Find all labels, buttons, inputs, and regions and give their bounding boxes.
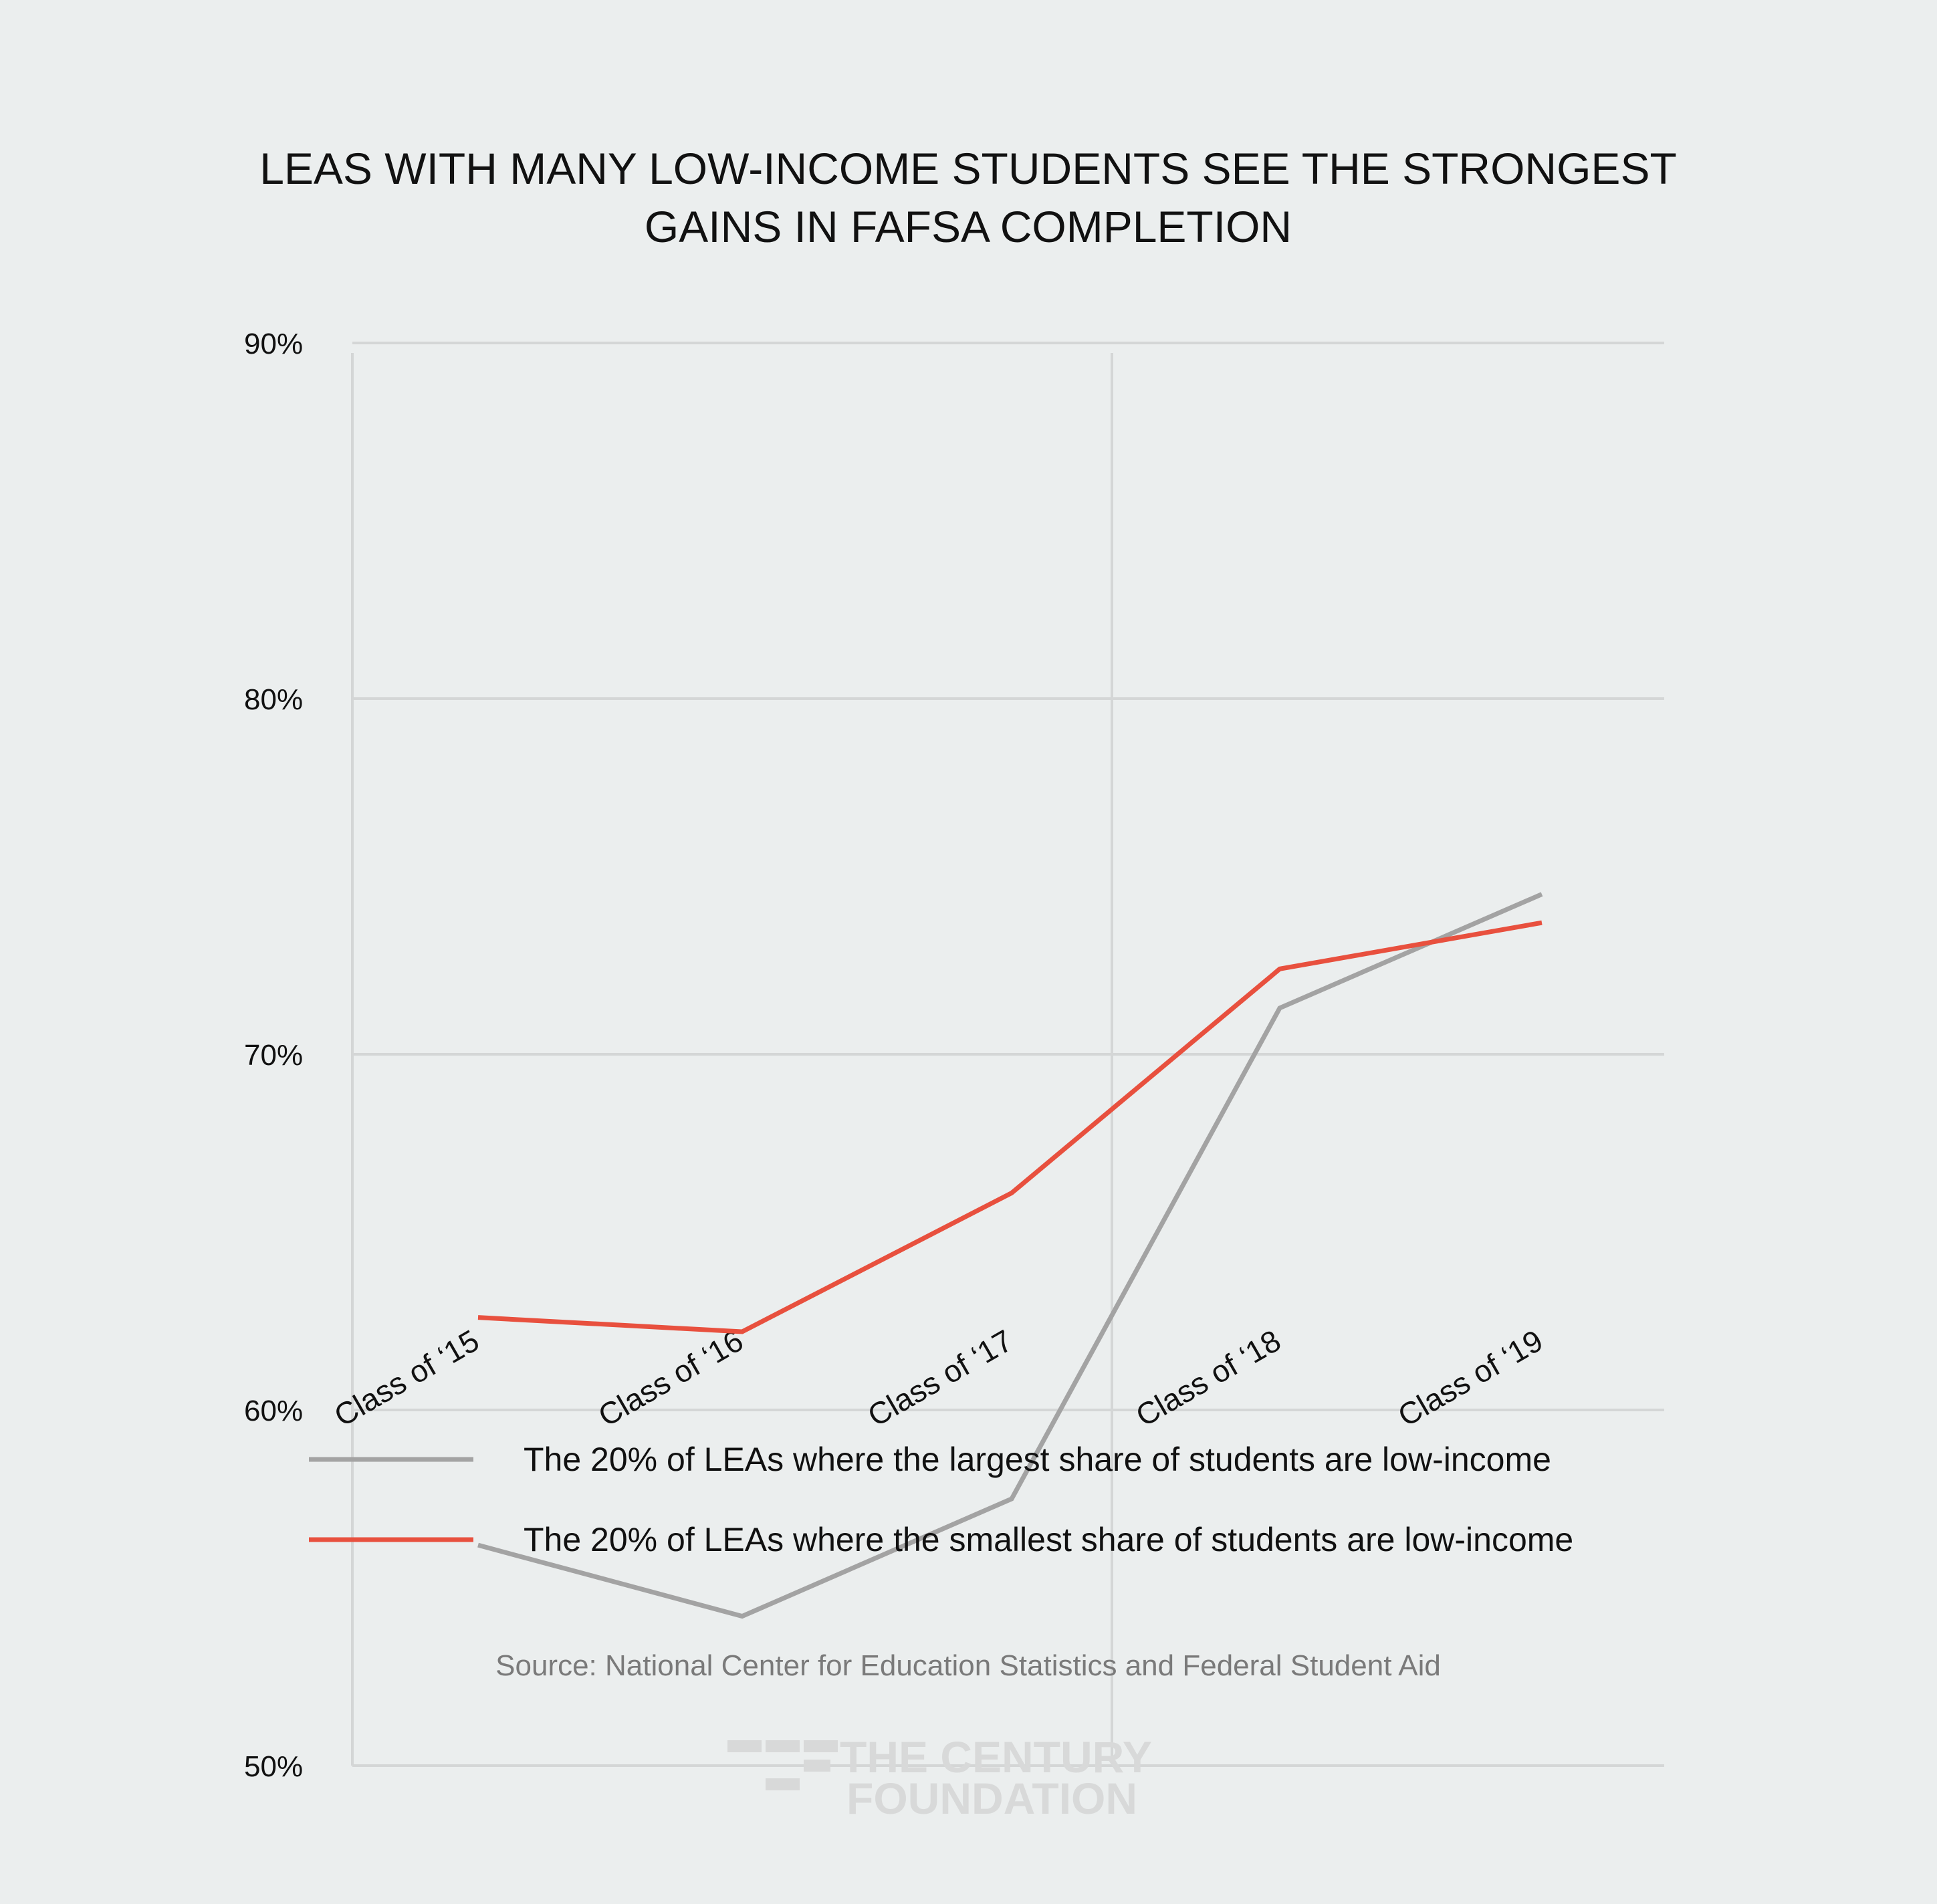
logo-bar (804, 1760, 830, 1772)
chart-title-line-2: GAINS IN FAFSA COMPLETION (645, 202, 1292, 251)
series-line-1 (477, 920, 1543, 1334)
legend-label-0: The 20% of LEAs where the largest share … (524, 1441, 1551, 1478)
x-tick-label: Class of ‘17 (862, 1323, 1018, 1433)
y-tick-label: 60% (244, 1395, 303, 1427)
century-foundation-logo: THE CENTURY FOUNDATION (727, 1732, 1152, 1823)
logo-bar (727, 1740, 762, 1752)
series-lines (477, 892, 1543, 1619)
y-tick-label: 80% (244, 683, 303, 716)
series-line-0 (477, 892, 1543, 1619)
legend: The 20% of LEAs where the largest share … (309, 1441, 1573, 1558)
source-note: Source: National Center for Education St… (495, 1649, 1441, 1682)
logo-bar (766, 1740, 800, 1752)
x-tick-label: Class of ‘16 (592, 1323, 749, 1433)
logo-line-2: FOUNDATION (846, 1774, 1137, 1823)
x-tick-label: Class of ‘19 (1392, 1323, 1549, 1433)
y-tick-label: 90% (244, 328, 303, 360)
y-tick-label: 50% (244, 1750, 303, 1783)
y-axis-ticks: 50% 60% 70% 80% 90% (244, 328, 303, 1783)
x-tick-label: Class of ‘18 (1130, 1323, 1286, 1433)
legend-label-1: The 20% of LEAs where the smallest share… (524, 1521, 1573, 1558)
gridlines (351, 342, 1664, 1767)
logo-line-1: THE CENTURY (840, 1732, 1152, 1782)
y-tick-label: 70% (244, 1039, 303, 1072)
logo-bar (804, 1740, 838, 1752)
logo-bar (766, 1778, 800, 1790)
x-axis-ticks: Class of ‘15 Class of ‘16 Class of ‘17 Clas… (328, 1323, 1549, 1433)
chart-title-line-1: LEAS WITH MANY LOW-INCOME STUDENTS SEE T… (259, 144, 1677, 193)
